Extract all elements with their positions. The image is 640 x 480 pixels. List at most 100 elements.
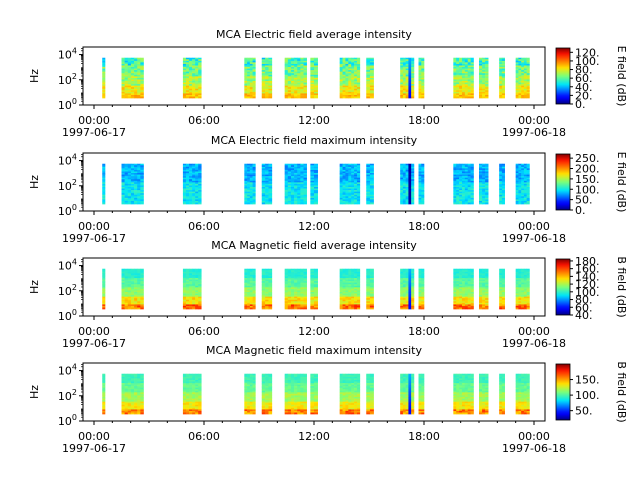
spectrogram-cell (523, 197, 527, 200)
spectrogram-cell (247, 76, 251, 79)
spectrogram-cell (418, 179, 422, 182)
spectrogram-cell (418, 302, 422, 305)
spectrogram-cell (523, 94, 527, 97)
spectrogram-cell (290, 169, 295, 172)
spectrogram-cell (290, 301, 295, 304)
spectrogram-cell (342, 188, 346, 191)
spectrogram-cell (130, 276, 135, 279)
spectrogram-cell (351, 291, 355, 294)
spectrogram-cell (467, 90, 471, 93)
spectrogram-cell (284, 287, 289, 290)
spectrogram-cell (501, 193, 505, 196)
spectrogram-cell (339, 63, 343, 66)
spectrogram-cell (268, 282, 273, 285)
spectrogram-cell (134, 307, 138, 310)
spectrogram-cell (124, 87, 129, 90)
spectrogram-cell (411, 174, 415, 177)
spectrogram-cell (252, 168, 256, 171)
spectrogram-cell (247, 91, 251, 94)
spectrogram-cell (303, 190, 307, 192)
spectrogram-cell (127, 76, 132, 79)
spectrogram-cell (247, 90, 251, 93)
spectrogram-cell (268, 73, 273, 76)
spectrogram-cell (501, 82, 505, 85)
spectrogram-cell (134, 194, 138, 197)
spectrogram-cell (244, 84, 248, 86)
spectrogram-cell (400, 93, 404, 96)
spectrogram-cell (290, 68, 295, 71)
spectrogram-cell (303, 96, 307, 99)
spectrogram-cell (268, 194, 273, 197)
spectrogram-cell (249, 288, 253, 291)
spectrogram-cell (521, 87, 525, 90)
spectrogram-cell (518, 84, 522, 86)
spectrogram-cell (287, 185, 292, 188)
spectrogram-cell (499, 295, 503, 297)
spectrogram-cell (526, 182, 530, 185)
spectrogram-cell (518, 91, 522, 94)
spectrogram-cell (411, 186, 415, 189)
spectrogram-cell (479, 176, 483, 178)
spectrogram-cell (249, 190, 253, 192)
spectrogram-cell (369, 188, 374, 191)
spectrogram-cell (244, 270, 248, 273)
spectrogram-cell (137, 165, 141, 168)
spectrogram-cell (252, 84, 256, 86)
spectrogram-cell (366, 63, 371, 66)
spectrogram-cell (294, 182, 298, 185)
spectrogram-cell (461, 166, 466, 169)
spectrogram-cell (523, 60, 527, 63)
spectrogram-cell (192, 279, 196, 282)
spectrogram-cell (470, 90, 474, 93)
spectrogram-cell (124, 59, 129, 62)
spectrogram-cell (479, 282, 483, 285)
spectrogram-cell (339, 165, 343, 168)
spectrogram-cell (479, 271, 483, 274)
spectrogram-cell (244, 59, 248, 62)
spectrogram-cell (265, 271, 269, 274)
spectrogram-cell (342, 91, 346, 94)
spectrogram-cell (369, 77, 374, 80)
spectrogram-cell (411, 271, 415, 274)
spectrogram-cell (249, 282, 253, 285)
spectrogram-cell (195, 274, 199, 277)
spectrogram-cell (523, 71, 527, 74)
spectrogram-cell (518, 174, 522, 177)
spectrogram-cell (461, 169, 466, 172)
spectrogram-cell (127, 180, 132, 183)
spectrogram-cell (140, 193, 144, 196)
spectrogram-cell (287, 288, 292, 291)
spectrogram-cell (310, 298, 315, 301)
spectrogram-cell (369, 165, 374, 168)
spectrogram-cell (102, 182, 106, 185)
spectrogram-cell (198, 200, 202, 203)
spectrogram-cell (479, 188, 483, 191)
spectrogram-cell (339, 79, 343, 82)
spectrogram-cell (121, 176, 125, 178)
spectrogram-cell (456, 194, 460, 197)
spectrogram-cell (284, 307, 289, 310)
spectrogram-cell (185, 295, 190, 297)
spectrogram-cell (453, 288, 457, 291)
spectrogram-cell (252, 165, 256, 168)
spectrogram-cell (453, 290, 457, 293)
spectrogram-cell (485, 84, 489, 86)
spectrogram-cell (402, 176, 406, 178)
spectrogram-cell (348, 301, 352, 304)
spectrogram-cell (284, 185, 289, 188)
spectrogram-cell (339, 307, 343, 310)
spectrogram-cell (526, 91, 530, 94)
spectrogram-cell (523, 191, 527, 194)
spectrogram-cell (456, 165, 460, 168)
spectrogram-cell (453, 171, 457, 174)
spectrogram-cell (345, 165, 349, 168)
spectrogram-cell (261, 84, 266, 86)
spectrogram-cell (247, 196, 251, 199)
spectrogram-cell (192, 79, 196, 82)
spectrogram-cell (408, 84, 412, 86)
spectrogram-cell (192, 84, 196, 86)
spectrogram-cell (134, 163, 138, 166)
spectrogram-cell (102, 70, 106, 72)
spectrogram-cell (515, 282, 519, 285)
spectrogram-cell (459, 290, 463, 293)
